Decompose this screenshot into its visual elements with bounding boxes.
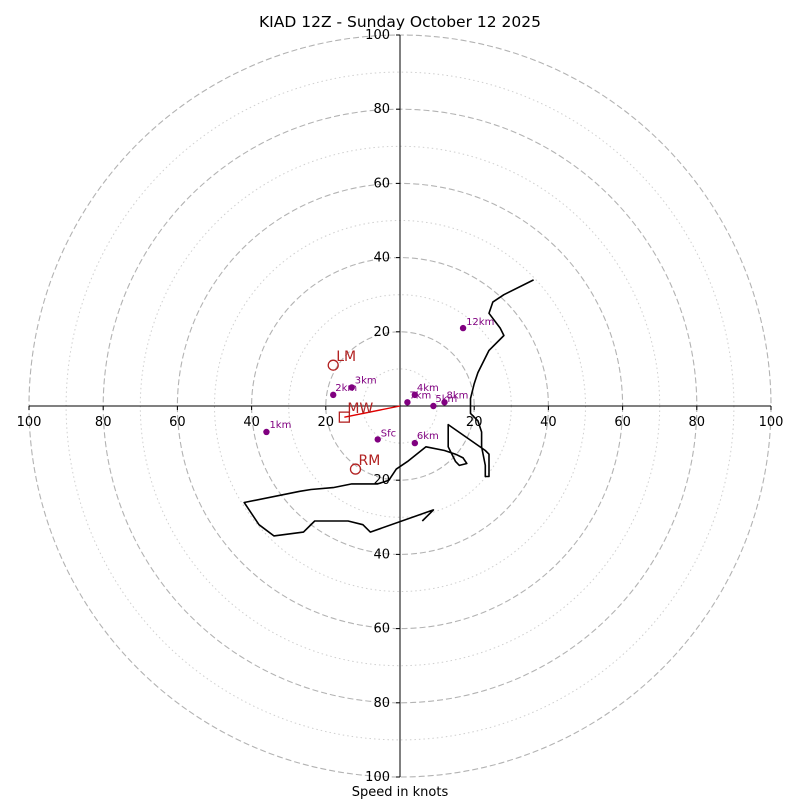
y-tick-label: 100 — [365, 28, 390, 43]
height-marker-6km — [411, 439, 419, 447]
height-marker-3km — [348, 384, 355, 391]
storm-motion-lm-label: LM — [336, 349, 356, 365]
height-marker-sfc — [374, 436, 381, 443]
y-tick-label: 40 — [373, 547, 390, 562]
height-label-7km: 7km — [409, 390, 431, 401]
storm-motion-mw-marker — [338, 411, 351, 423]
y-tick-label: 60 — [373, 622, 390, 637]
height-label-6km: 6km — [417, 431, 439, 442]
height-label-8km: 8km — [447, 390, 469, 401]
x-tick-label: 80 — [95, 415, 112, 430]
x-tick-label: 40 — [540, 415, 557, 430]
y-tick-label: 60 — [373, 176, 390, 191]
x-tick-label: 60 — [614, 415, 631, 430]
y-tick-label: 80 — [373, 696, 390, 711]
storm-motion-rm-marker — [349, 463, 362, 475]
height-marker-8km — [441, 399, 448, 406]
x-tick-label: 20 — [318, 415, 335, 430]
x-tick-label: 100 — [759, 415, 784, 430]
storm-motion-lm-marker — [327, 359, 339, 371]
x-tick-labels: 100 80 60 40 20 20 40 60 80 100 — [17, 406, 784, 430]
height-label-4km: 4km — [417, 383, 439, 394]
x-tick-label: 60 — [169, 415, 186, 430]
height-label-sfc: Sfc — [381, 428, 396, 439]
storm-motion-mw-label: MW — [347, 401, 373, 417]
x-tick-label: 100 — [17, 415, 42, 430]
height-label-5km: 5km — [435, 394, 457, 405]
storm-motion-rm-label: RM — [358, 453, 380, 469]
height-marker-7km — [404, 399, 411, 406]
height-marker-5km — [430, 402, 437, 410]
height-marker-4km — [411, 391, 419, 399]
height-marker-2km — [330, 391, 337, 399]
height-label-2km: 2km — [335, 383, 357, 394]
storm-motion-markers: LM RM MW — [327, 349, 401, 475]
y-tick-label: 40 — [373, 251, 390, 266]
height-label-12km: 12km — [466, 317, 494, 328]
height-marker-12km — [459, 324, 467, 332]
hodograph-trace — [243, 279, 534, 537]
x-axis-label: Speed in knots — [352, 785, 449, 800]
mean-wind-vector — [344, 405, 401, 418]
y-tick-label: 80 — [373, 102, 390, 117]
height-label-3km: 3km — [355, 375, 377, 386]
x-tick-label: 40 — [243, 415, 260, 430]
hodograph-line — [243, 279, 534, 537]
x-tick-label: 20 — [466, 415, 483, 430]
y-tick-label: 20 — [373, 325, 390, 340]
y-tick-label: 100 — [365, 770, 390, 785]
x-tick-label: 80 — [689, 415, 706, 430]
chart-title: KIAD 12Z - Sunday October 12 2025 — [259, 13, 541, 31]
height-marker-1km — [263, 428, 270, 436]
height-label-1km: 1km — [269, 420, 291, 431]
